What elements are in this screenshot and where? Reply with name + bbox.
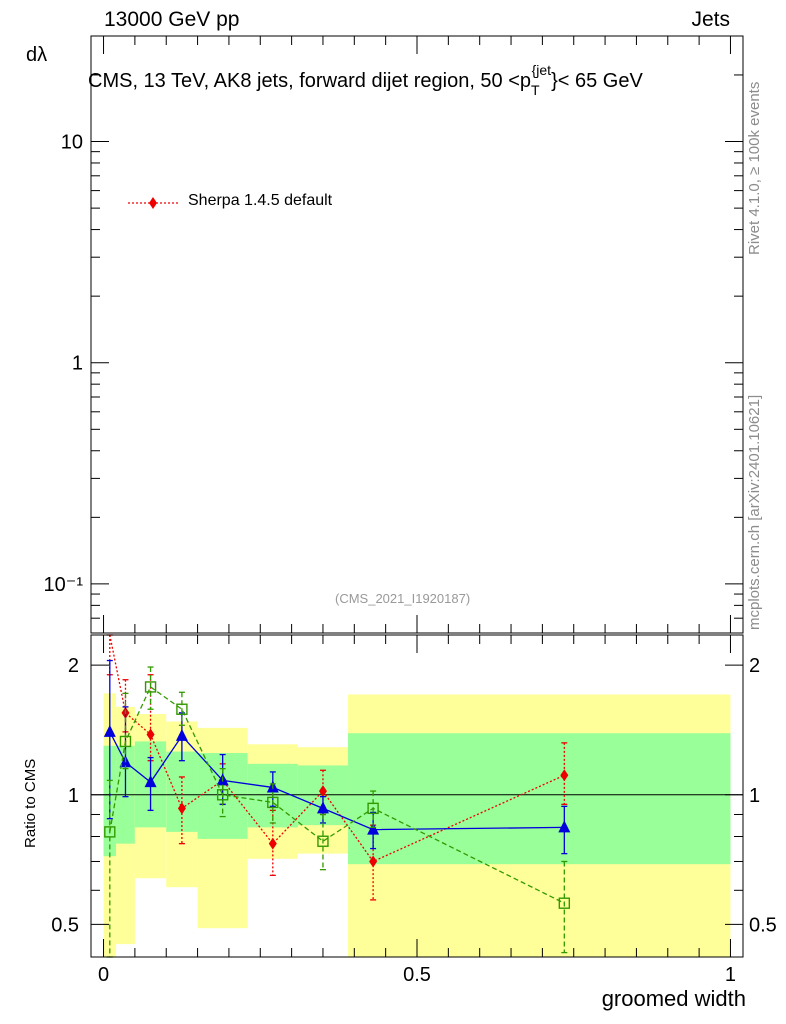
top-y-axis-label: dλ: [26, 44, 48, 66]
point-square-2-2: [144, 681, 157, 693]
point-square-2-8: [558, 897, 571, 909]
process-header: Jets: [691, 8, 730, 31]
ratio-y-tick-label-right-2: 2: [749, 655, 760, 677]
x-tick-label-2: 1: [725, 964, 736, 986]
series-line-0: [109, 634, 565, 863]
ratio-series-2: [104, 666, 571, 958]
title-sup: {jet: [531, 62, 552, 78]
point-triangle-1-2: [144, 775, 157, 788]
mcplots-reference: mcplots.cern.ch [arXiv:2401.10621]: [746, 394, 763, 630]
legend-marker: [128, 197, 178, 209]
legend-diamond: [149, 197, 157, 209]
ratio-y-tick-label-right-0: 0.5: [749, 914, 777, 936]
x-axis-label: groomed width: [601, 986, 746, 1011]
main-panel-frame: [90, 35, 744, 634]
ratio-uncertainty-bands: [103, 693, 731, 957]
point-square-2-1: [119, 735, 132, 748]
point-square-2-3: [176, 703, 188, 715]
ratio-y-tick-label-left-0: 0.5: [51, 914, 79, 936]
green-band-bin-3: [166, 751, 198, 832]
legend-label-sherpa: Sherpa 1.4.5 default: [188, 192, 333, 209]
point-triangle-1-3: [175, 728, 188, 741]
point-square-2-0: [104, 826, 116, 838]
main-y-tick-label-0: 10⁻¹: [44, 574, 84, 596]
x-tick-label-0: 0: [98, 964, 109, 986]
title-sub: T: [531, 82, 540, 98]
point-diamond-0-2: [146, 728, 155, 741]
point-square-2-7: [367, 802, 379, 815]
title-main: CMS, 13 TeV, AK8 jets, forward dijet reg…: [88, 70, 532, 92]
ratio-y-tick-label-right-1: 1: [749, 785, 760, 807]
point-diamond-0-7: [369, 855, 378, 868]
ratio-y-axis-label: Ratio to CMS: [22, 758, 39, 848]
energy-header: 13000 GeV pp: [104, 8, 240, 31]
main-y-tick-label-1: 1: [72, 353, 83, 375]
main-y-tick-label-2: 10: [61, 132, 83, 154]
axis-ticks: 10⁻¹ 1 10 0.5 0.5 1 1 2 2 0 0.5 1: [44, 35, 777, 986]
point-diamond-0-5: [268, 837, 277, 850]
point-triangle-1-8: [558, 820, 571, 833]
plot-title: CMS, 13 TeV, AK8 jets, forward dijet reg…: [88, 62, 643, 98]
point-square-2-6: [317, 835, 329, 847]
analysis-watermark: (CMS_2021_I1920187): [335, 591, 471, 606]
rivet-version-note: Rivet 4.1.0, ≥ 100k events: [746, 81, 763, 255]
point-diamond-0-8: [560, 769, 569, 782]
green-band-bin-7: [348, 733, 731, 865]
point-diamond-0-3: [177, 802, 186, 815]
point-triangle-1-7: [367, 822, 380, 835]
ratio-y-tick-label-left-1: 1: [68, 785, 79, 807]
point-square-2-4: [216, 789, 229, 801]
point-triangle-1-6: [316, 801, 329, 814]
point-square-2-5: [267, 796, 279, 809]
x-tick-label-1: 0.5: [403, 964, 431, 986]
point-diamond-0-6: [318, 785, 327, 798]
ratio-series-group: [103, 634, 571, 958]
ratio-y-tick-label-left-2: 2: [68, 655, 79, 677]
title-tail: }< 65 GeV: [551, 70, 643, 92]
point-triangle-1-0: [103, 724, 116, 737]
